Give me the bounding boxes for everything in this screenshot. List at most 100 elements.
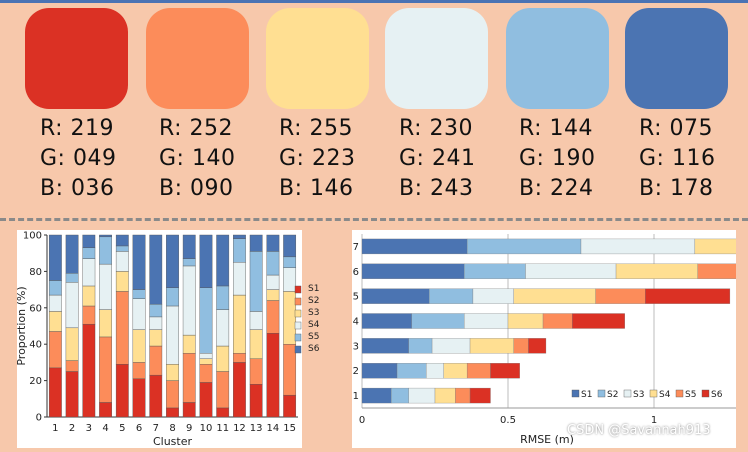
bar-segment-s1 [283, 394, 297, 418]
rgb-r-value: R: 075 [639, 116, 714, 141]
bar-segment-s2 [249, 358, 263, 385]
legend-label-s4: S4 [659, 390, 671, 400]
top-accent-bar [0, 0, 748, 3]
bar-segment-s3 [464, 313, 509, 329]
rgb-label-pale: R: 230 G: 241 B: 243 [399, 114, 519, 204]
bar-segment-s1 [132, 378, 146, 418]
bar-segment-s5 [199, 287, 213, 354]
bar-segment-s3 [115, 271, 129, 292]
bar-segment-s1 [361, 238, 468, 255]
bar-segment-s5 [99, 236, 112, 265]
bar-segment-s5 [233, 238, 246, 263]
bar-segment-s4 [469, 338, 514, 354]
rgb-r-value: R: 219 [40, 116, 115, 141]
bar-segment-s5 [466, 363, 491, 379]
x-tick-label: 6 [136, 423, 142, 434]
color-swatch-blue [625, 8, 728, 109]
bar-segment-s6 [149, 234, 163, 305]
bar-segment-s5 [65, 273, 79, 283]
x-tick-label: 14 [267, 423, 280, 434]
bar-segment-s3 [216, 345, 230, 372]
bar-segment-s4 [199, 353, 213, 359]
legend-swatch-s5 [294, 333, 302, 342]
bar-segment-s6 [645, 288, 731, 304]
rmse-chart: 0 0.5 1 1 2 3 4 5 6 7 RMSE (m) S1 S2 S3 S4 S5 S6 [353, 234, 748, 446]
bar-segment-s1 [249, 384, 263, 418]
legend-label-s3: S3 [308, 308, 320, 318]
legend-swatch-s1 [294, 285, 302, 294]
bar-segment-s4 [99, 263, 112, 310]
x-axis-label: Cluster [153, 435, 193, 448]
legend-label-s3: S3 [633, 390, 644, 400]
bar-segment-s5 [697, 263, 748, 279]
rgb-b-value: B: 224 [519, 176, 594, 201]
y-tick-label: 40 [29, 340, 42, 351]
bar-segment-s2 [233, 353, 246, 363]
y-tick-label: 80 [29, 267, 42, 278]
bar-segment-s4 [82, 258, 96, 287]
rmse-chart-panel: 0 0.5 1 1 2 3 4 5 6 7 RMSE (m) S1 S2 S3 S4 S5 S6 [352, 230, 748, 448]
color-swatch-red [25, 8, 128, 109]
bar-segment-s1 [99, 402, 112, 418]
legend-label-s5: S5 [308, 332, 320, 342]
color-swatch-yellow [266, 8, 369, 109]
bar-segment-s6 [283, 234, 297, 258]
bar-segment-s2 [391, 387, 409, 404]
x-axis-label: RMSE (m) [520, 433, 574, 446]
x-tick-label: 8 [169, 423, 175, 434]
bar-segment-s2 [132, 362, 146, 379]
bar-segment-s4 [694, 238, 748, 255]
x-tick-label: 7 [153, 423, 159, 434]
bar-segment-s5 [82, 247, 96, 259]
bar-segment-s5 [182, 258, 196, 267]
x-tick-label: 1 [52, 423, 58, 434]
bar-segment-s1 [82, 323, 96, 418]
bar-segment-s6 [528, 338, 547, 354]
bar-segment-s1 [361, 288, 430, 304]
bar-segment-s3 [233, 294, 246, 354]
bar-segment-s4 [182, 265, 196, 336]
bar-segment-s3 [431, 338, 471, 354]
bar-segment-s1 [361, 387, 392, 404]
y-tick-label: 20 [29, 376, 42, 387]
bar-segment-s6 [99, 234, 112, 238]
bar-segment-s4 [434, 387, 456, 404]
legend-swatch-s2 [294, 297, 302, 306]
bar-segment-s1 [361, 363, 398, 379]
bar-segment-s4 [65, 282, 79, 329]
bar-segment-s2 [65, 360, 79, 372]
bar-segment-s1 [361, 313, 412, 329]
bar-segment-s4 [507, 313, 544, 329]
y-tick-label: 1 [353, 391, 359, 402]
bar-segment-s1 [361, 263, 465, 279]
x-tick-label: 9 [186, 423, 192, 434]
bar-segment-s3 [166, 364, 179, 381]
bar-segment-s4 [266, 274, 280, 290]
bar-segment-s5 [542, 313, 573, 329]
bar-segment-s4 [132, 298, 146, 330]
bar-segment-s2 [396, 363, 427, 379]
watermark-text: CSDN @Savannah913 [567, 423, 711, 438]
rgb-g-value: G: 241 [399, 146, 476, 171]
rgb-g-value: G: 049 [40, 146, 117, 171]
color-swatch-orange [146, 8, 249, 109]
bar-segment-s3 [408, 387, 436, 404]
rgb-g-value: G: 223 [279, 146, 356, 171]
bar-segment-s1 [361, 338, 409, 354]
bar-segment-s3 [283, 291, 297, 345]
bar-segment-s6 [132, 234, 146, 290]
bar-segment-s3 [249, 329, 263, 359]
legend-swatch-s3 [294, 309, 302, 318]
bar-segment-s2 [429, 288, 474, 304]
x-tick-label: 12 [233, 423, 246, 434]
bar-segment-s1 [199, 382, 213, 418]
bar-segment-s5 [48, 280, 62, 296]
bar-segment-s5 [266, 251, 280, 276]
legend-swatch-s6 [701, 389, 710, 398]
y-axis-label: Proportion (%) [17, 286, 28, 365]
x-tick-label: 2 [69, 423, 75, 434]
bar-segment-s3 [525, 263, 617, 279]
x-tick-label: 15 [283, 423, 296, 434]
y-tick-label: 2 [353, 366, 359, 377]
y-tick-label: 6 [353, 267, 359, 278]
